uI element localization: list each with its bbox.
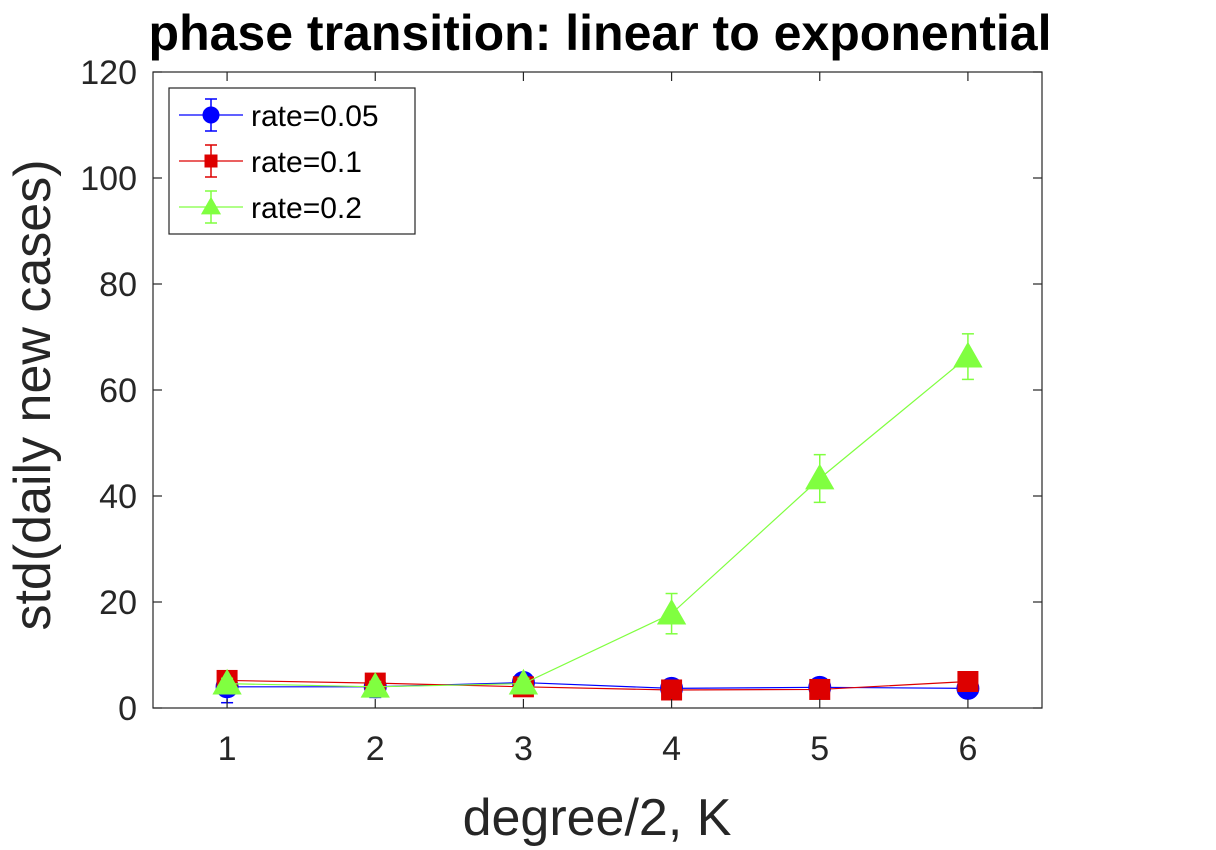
x-tick-label: 3 bbox=[514, 730, 533, 768]
data-point bbox=[360, 671, 390, 698]
chart-title: phase transition: linear to exponential bbox=[149, 5, 1052, 61]
data-point bbox=[656, 598, 687, 625]
legend-label: rate=0.05 bbox=[251, 100, 379, 133]
legend-marker bbox=[204, 154, 218, 168]
plot-marks bbox=[212, 333, 983, 704]
series-rate=0.2 bbox=[212, 333, 983, 698]
legend-entry: rate=0.1 bbox=[179, 144, 362, 179]
x-tick-label: 1 bbox=[218, 730, 237, 768]
legend-marker bbox=[202, 106, 220, 124]
series-line bbox=[227, 356, 969, 688]
data-point bbox=[661, 679, 683, 701]
y-axis-label: std(daily new cases) bbox=[4, 159, 62, 630]
data-point bbox=[212, 668, 242, 695]
x-axis-label: degree/2, K bbox=[463, 789, 732, 847]
data-point bbox=[508, 668, 539, 695]
y-tick-label: 100 bbox=[80, 160, 137, 198]
x-tick-label: 6 bbox=[958, 730, 977, 768]
data-point bbox=[957, 671, 979, 692]
x-tick-label: 5 bbox=[810, 730, 829, 768]
y-tick-label: 60 bbox=[99, 372, 137, 410]
legend: rate=0.05 rate=0.1 rate=0.2 bbox=[168, 87, 416, 235]
y-tick-label: 120 bbox=[80, 54, 137, 92]
y-tick-label: 80 bbox=[99, 266, 137, 304]
legend-entry: rate=0.2 bbox=[179, 190, 362, 225]
legend-marker bbox=[200, 196, 222, 215]
y-tick-label: 0 bbox=[118, 690, 137, 728]
y-tick-label: 40 bbox=[99, 478, 137, 516]
legend-label: rate=0.1 bbox=[251, 146, 362, 179]
data-point bbox=[805, 463, 835, 490]
data-point bbox=[953, 341, 983, 368]
series-line bbox=[227, 679, 968, 691]
x-tick-label: 4 bbox=[662, 730, 681, 768]
y-tick-label: 20 bbox=[99, 584, 137, 622]
x-tick-label: 2 bbox=[366, 730, 385, 768]
legend-label: rate=0.2 bbox=[251, 192, 362, 225]
data-point bbox=[809, 678, 831, 700]
legend-entry: rate=0.05 bbox=[179, 98, 379, 133]
